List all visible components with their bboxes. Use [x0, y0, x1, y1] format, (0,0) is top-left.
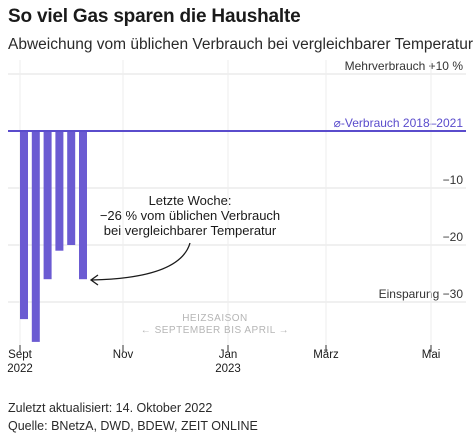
- x-tick-year: 2023: [215, 363, 241, 375]
- chart-canvas: Mehrverbrauch +10 % ⌀-Verbrauch 2018–2021…: [7, 59, 466, 375]
- x-tick-year: 2022: [7, 363, 33, 375]
- chart-subtitle: Abweichung vom üblichen Verbrauch bei ve…: [8, 36, 473, 53]
- bar-layer: [20, 131, 87, 342]
- chart-title: So viel Gas sparen die Haushalte: [8, 6, 301, 27]
- bar: [31, 131, 40, 342]
- source-note: Quelle: BNetzA, DWD, BDEW, ZEIT ONLINE: [8, 419, 258, 433]
- x-tick-label: Nov: [113, 349, 134, 361]
- annotation-line-1: Letzte Woche:: [149, 193, 232, 208]
- x-tick-label: Jan: [219, 349, 238, 361]
- bar: [79, 131, 87, 280]
- updated-note: Zuletzt aktualisiert: 14. Oktober 2022: [8, 401, 213, 415]
- season-label-range: ← SEPTEMBER BIS APRIL →: [141, 325, 289, 336]
- annotation-group: Letzte Woche: −26 % vom üblichen Verbrau…: [89, 193, 280, 286]
- season-label-group: HEIZSAISON ← SEPTEMBER BIS APRIL →: [141, 313, 289, 336]
- y-tick-label: −20: [443, 230, 464, 244]
- x-axis: Sept 2022 Nov Jan 2023 März Mai: [7, 345, 440, 375]
- bar: [43, 131, 52, 280]
- annotation-line-3: bei vergleichbarer Temperatur: [104, 223, 277, 238]
- bar: [67, 131, 76, 245]
- x-tick-label: Mai: [422, 349, 441, 361]
- annotation-arrow: [91, 242, 191, 281]
- x-tick-label: Sept: [8, 349, 32, 361]
- bar: [20, 131, 28, 320]
- grid-layer: Mehrverbrauch +10 % ⌀-Verbrauch 2018–2021…: [8, 59, 466, 345]
- y-tick-label: −10: [443, 173, 464, 187]
- bar: [55, 131, 64, 251]
- season-label-title: HEIZSAISON: [182, 313, 248, 324]
- annotation-arrowhead: [89, 274, 99, 286]
- y-tick-label: Einsparung −30: [379, 287, 464, 301]
- y-tick-label: ⌀-Verbrauch 2018–2021: [334, 116, 464, 130]
- x-tick-label: März: [313, 349, 339, 361]
- y-tick-label: Mehrverbrauch +10 %: [345, 59, 464, 73]
- annotation-line-2: −26 % vom üblichen Verbrauch: [100, 208, 280, 223]
